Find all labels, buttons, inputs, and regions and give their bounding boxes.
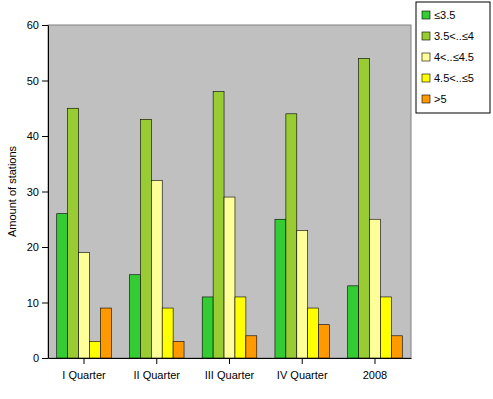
bar [162, 308, 173, 358]
bar [202, 297, 213, 358]
legend-label: >5 [434, 93, 447, 105]
bar [286, 114, 297, 358]
bar [224, 197, 235, 358]
bar [89, 341, 100, 358]
legend-item: >5 [422, 93, 447, 105]
legend-swatch [422, 32, 430, 40]
bar [348, 286, 359, 358]
bar [140, 119, 151, 358]
plot: 0 10 20 30 40 50 60 I Quarter II Quarter III Quar… [27, 19, 412, 381]
bar [151, 180, 162, 358]
y-axis-title: Amount of stations [6, 145, 18, 237]
series [79, 180, 381, 358]
bar [129, 275, 140, 358]
bar [319, 325, 330, 358]
bar [68, 108, 79, 358]
series [57, 214, 359, 358]
y-tick-label: 50 [27, 75, 39, 87]
y-tick: 30 [27, 186, 48, 198]
y-tick-label: 30 [27, 186, 39, 198]
y-tick: 0 [33, 352, 48, 364]
legend-swatch [422, 74, 430, 82]
y-tick-mark [42, 303, 48, 304]
legend-item: 4<..≤4.5 [422, 51, 474, 63]
x-tick-mark [156, 358, 157, 364]
legend-item: 3.5<..≤4 [422, 30, 474, 42]
y-tick-mark [42, 25, 48, 26]
x-tick: 2008 [363, 358, 387, 381]
x-tick-mark [374, 358, 375, 364]
legend-label: 4.5<..≤5 [434, 72, 474, 84]
x-tick-label: IV Quarter [277, 369, 328, 381]
bar [308, 308, 319, 358]
legend-swatch [422, 11, 430, 19]
y-tick-label: 10 [27, 297, 39, 309]
legend-label: ≤3.5 [434, 9, 455, 21]
bars [57, 58, 403, 358]
bar [57, 214, 68, 358]
y-axis: 0 10 20 30 40 50 60 [27, 19, 49, 364]
y-tick: 40 [27, 130, 48, 142]
y-tick: 10 [27, 297, 48, 309]
bar [380, 297, 391, 358]
y-tick-mark [42, 136, 48, 137]
bar [246, 336, 257, 358]
plot-background [48, 25, 411, 358]
y-tick: 50 [27, 75, 48, 87]
y-tick: 60 [27, 19, 48, 31]
series [68, 58, 370, 358]
x-tick-mark [302, 358, 303, 364]
bar [213, 92, 224, 358]
legend-item: ≤3.5 [422, 9, 455, 21]
y-tick: 20 [27, 241, 48, 253]
legend-label: 4<..≤4.5 [434, 51, 474, 63]
bar [297, 230, 308, 358]
x-tick-label: I Quarter [62, 369, 106, 381]
x-tick-label: III Quarter [205, 369, 255, 381]
y-tick-mark [42, 81, 48, 82]
y-tick-label: 40 [27, 130, 39, 142]
legend-item: 4.5<..≤5 [422, 72, 474, 84]
bar [359, 58, 370, 358]
x-tick-mark [229, 358, 230, 364]
x-tick: IV Quarter [277, 358, 328, 381]
x-tick: III Quarter [205, 358, 255, 381]
y-tick-label: 60 [27, 19, 39, 31]
series [100, 308, 402, 358]
x-tick-label: II Quarter [134, 369, 181, 381]
bar [235, 297, 246, 358]
bar [100, 308, 111, 358]
x-tick: II Quarter [134, 358, 181, 381]
y-tick-mark [42, 358, 48, 359]
legend-swatch [422, 53, 430, 61]
bar [79, 253, 90, 358]
chart: 0 10 20 30 40 50 60 I Quarter II Quarter III Quar… [0, 0, 493, 399]
bar [391, 336, 402, 358]
bar [370, 219, 381, 358]
bar [275, 219, 286, 358]
x-tick-label: 2008 [363, 369, 387, 381]
x-tick-mark [84, 358, 85, 364]
bar [173, 341, 184, 358]
legend: ≤3.5 3.5<..≤4 4<..≤4.5 4.5<..≤5 >5 [416, 2, 490, 113]
legend-box [416, 2, 490, 113]
y-tick-label: 0 [33, 352, 39, 364]
x-axis: I Quarter II Quarter III Quarter IV Quarter… [49, 358, 412, 381]
y-tick-mark [42, 192, 48, 193]
x-tick: I Quarter [62, 358, 106, 381]
y-axis-line [48, 26, 49, 359]
legend-swatch [422, 95, 430, 103]
series [89, 297, 391, 358]
legend-label: 3.5<..≤4 [434, 30, 474, 42]
y-tick-label: 20 [27, 241, 39, 253]
y-tick-mark [42, 247, 48, 248]
